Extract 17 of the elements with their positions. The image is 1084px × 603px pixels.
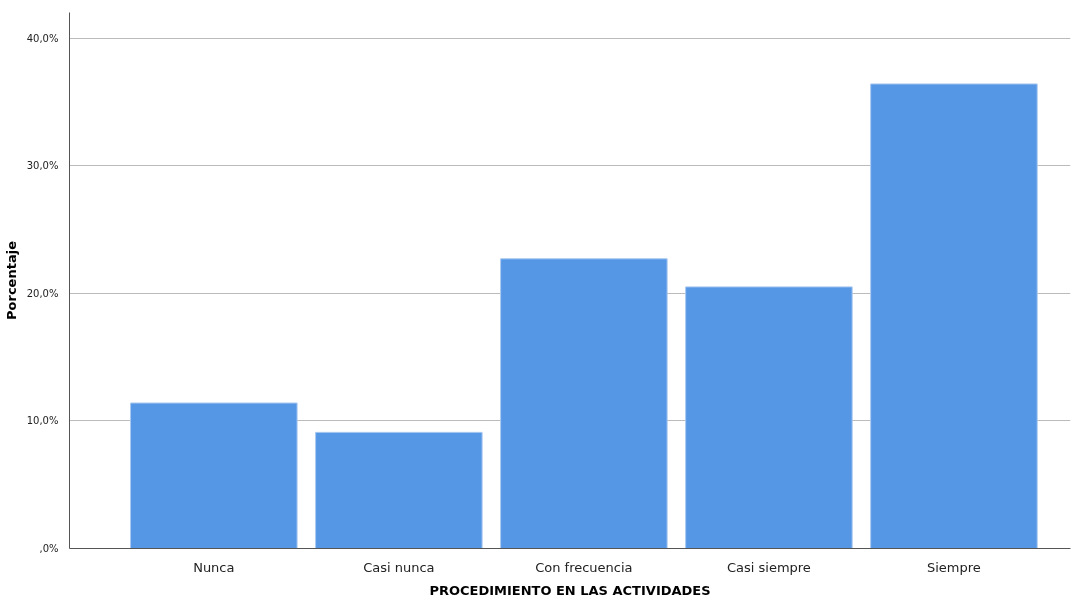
y-tick-label: 30,0%: [26, 160, 59, 172]
y-axis-title: Porcentaje: [3, 240, 19, 320]
x-tick-label: Casi nunca: [363, 559, 435, 575]
x-tick-label: Nunca: [193, 559, 235, 575]
bar: [500, 258, 668, 549]
bar: [315, 431, 483, 549]
bar: [870, 83, 1038, 549]
y-tick-label: 20,0%: [26, 287, 59, 299]
x-tick-label: Casi siempre: [726, 559, 811, 575]
bar: [685, 286, 853, 549]
x-tick-label: Con frecuencia: [535, 559, 633, 575]
y-tick-label: 10,0%: [26, 415, 59, 427]
x-tick-label: Siempre: [927, 559, 981, 575]
bar: [130, 402, 298, 549]
y-tick-label: 40,0%: [26, 32, 59, 44]
y-tick-label: ,0%: [39, 543, 59, 554]
x-axis-title: PROCEDIMIENTO EN LAS ACTIVIDADES: [429, 582, 711, 598]
